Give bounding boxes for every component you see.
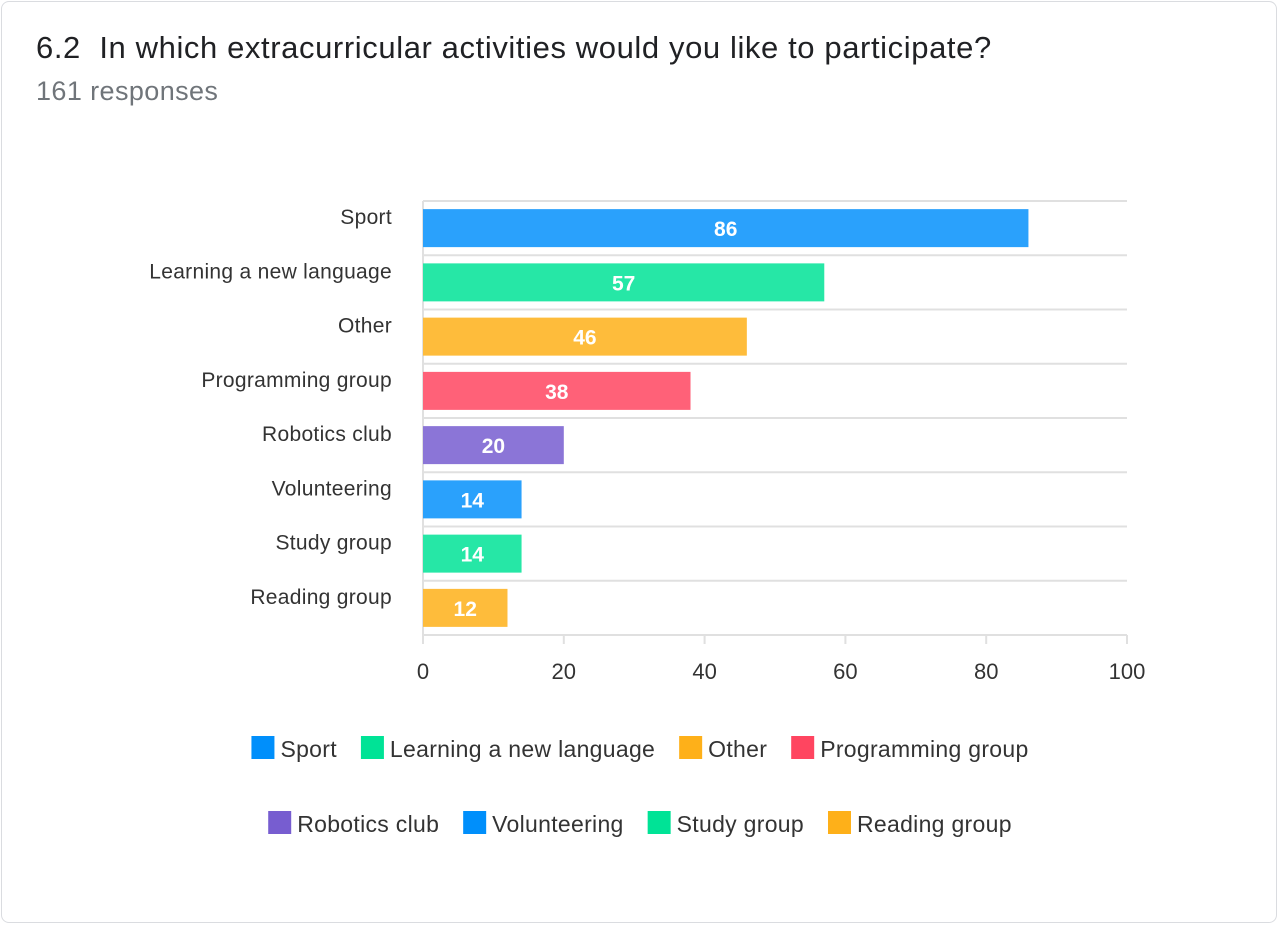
bar xyxy=(423,317,747,356)
legend-label: Sport xyxy=(280,736,337,762)
bar xyxy=(423,480,522,519)
legend-swatch xyxy=(268,811,292,834)
bar xyxy=(423,534,522,573)
legend-swatch xyxy=(251,736,275,759)
category-label: Sport xyxy=(340,206,392,229)
data-label: 14 xyxy=(461,489,485,512)
legend-label: Volunteering xyxy=(492,811,623,837)
legend-label: Robotics club xyxy=(297,811,439,837)
category-label: Reading group xyxy=(250,586,392,609)
bar xyxy=(423,371,691,410)
x-tick-label: 100 xyxy=(1109,659,1146,684)
legend-swatch xyxy=(791,736,815,759)
bar xyxy=(423,209,1029,248)
data-label: 20 xyxy=(482,435,505,458)
legend-label: Study group xyxy=(677,811,804,837)
response-count: 161 responses xyxy=(36,76,219,106)
x-tick-label: 80 xyxy=(974,659,998,684)
question-number: 6.2 xyxy=(36,30,81,65)
x-tick-label: 40 xyxy=(692,659,716,684)
data-label: 14 xyxy=(461,544,485,567)
x-tick-label: 20 xyxy=(552,659,576,684)
x-tick-label: 60 xyxy=(833,659,857,684)
data-label: 46 xyxy=(573,327,596,350)
bar xyxy=(423,588,508,627)
data-label: 86 xyxy=(714,218,737,241)
category-label: Volunteering xyxy=(272,477,392,500)
category-label: Robotics club xyxy=(262,423,392,446)
legend-swatch xyxy=(828,811,851,834)
category-label: Learning a new language xyxy=(149,260,392,283)
legend-swatch xyxy=(360,736,384,759)
legend-label: Learning a new language xyxy=(390,736,655,762)
legend-label: Reading group xyxy=(857,811,1012,837)
question-text: In which extracurricular activities woul… xyxy=(99,30,992,65)
legend-swatch xyxy=(647,811,671,834)
legend-label: Programming group xyxy=(820,736,1028,762)
bar xyxy=(423,263,825,302)
legend-label: Other xyxy=(708,736,767,762)
x-tick-label: 0 xyxy=(417,659,429,684)
category-label: Study group xyxy=(275,532,392,555)
category-label: Programming group xyxy=(201,369,392,392)
legend-swatch xyxy=(463,811,487,834)
data-label: 38 xyxy=(545,381,569,404)
data-label: 12 xyxy=(454,598,477,621)
category-label: Other xyxy=(338,315,392,338)
legend-swatch xyxy=(679,736,703,759)
data-label: 57 xyxy=(612,272,635,295)
question-title: 6.2 In which extracurricular activities … xyxy=(36,30,992,66)
bar xyxy=(423,426,564,465)
